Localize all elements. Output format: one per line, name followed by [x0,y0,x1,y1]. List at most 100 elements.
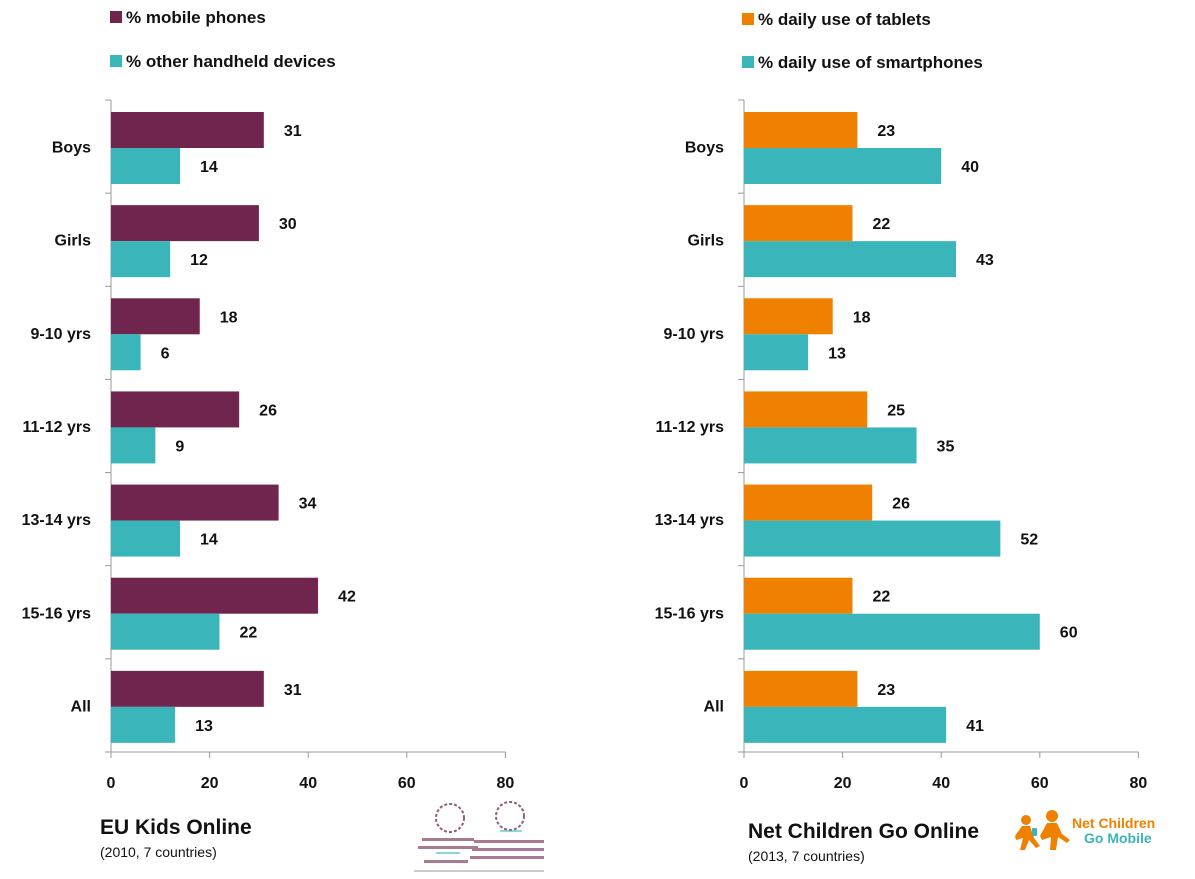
bar-0-1-4 [111,520,181,557]
bar-0-0-0 [111,112,264,148]
bar-1-1-2 [744,334,809,371]
value-label-0-1-0: 14 [200,159,218,176]
value-label-1-1-5: 60 [1060,625,1078,642]
value-label-1-0-5: 22 [872,589,890,606]
value-label-0-0-1: 30 [279,216,297,233]
caption-right-title: Net Children Go Online [748,820,980,843]
bar-1-1-1 [744,241,956,278]
logo-text-line2: Go Mobile [1084,830,1152,846]
category-label-0-1: Girls [55,233,92,250]
value-label-0-0-6: 31 [284,682,302,699]
running-children-icon [1015,810,1070,850]
bar-0-1-5 [111,613,220,650]
category-label-0-3: 11-12 yrs [22,419,91,436]
value-label-0-1-3: 9 [175,438,184,455]
category-label-1-1: Girls [688,233,725,250]
legend-label-0-0: % mobile phones [126,8,266,27]
category-label-1-4: 13-14 yrs [655,512,724,529]
x-tick-label-0-3: 60 [398,775,416,792]
value-label-1-0-3: 25 [887,402,905,419]
category-label-0-5: 15-16 yrs [22,605,91,622]
legend-label-1-1: % daily use of smartphones [758,53,983,72]
value-label-0-0-2: 18 [220,309,238,326]
value-label-1-1-1: 43 [976,252,994,269]
bar-1-1-5 [744,613,1040,650]
bar-0-1-3 [111,427,156,464]
bar-1-0-5 [744,577,853,614]
caption-right-subtitle: (2013, 7 countries) [748,848,865,864]
value-label-1-0-4: 26 [892,496,910,513]
legend-swatch-0-1 [110,55,122,67]
x-tick-label-1-1: 20 [834,775,852,792]
bar-0-1-6 [111,706,176,743]
category-label-1-3: 11-12 yrs [655,419,724,436]
bar-0-1-2 [111,334,141,371]
bar-1-0-6 [744,670,858,707]
bar-0-1-1 [111,241,171,278]
bar-1-0-0 [744,112,858,148]
x-tick-label-1-4: 80 [1130,775,1148,792]
bar-0-0-6 [111,670,264,707]
value-label-1-0-2: 18 [853,309,871,326]
caption-left: EU Kids Online (2010, 7 countries) [100,816,252,860]
value-label-0-1-5: 22 [239,625,257,642]
bar-1-1-3 [744,427,917,464]
x-tick-label-1-2: 40 [932,775,950,792]
bar-1-0-4 [744,484,873,521]
legend-label-0-1: % other handheld devices [126,52,336,71]
value-label-1-1-2: 13 [828,345,846,362]
value-label-0-1-4: 14 [200,532,218,549]
bar-0-1-0 [111,148,181,184]
x-tick-label-0-1: 20 [201,775,219,792]
bar-0-0-3 [111,391,240,428]
x-tick-label-1-3: 60 [1031,775,1049,792]
bar-1-1-0 [744,148,942,184]
net-children-go-mobile-logo-container: Net Children Go Mobile [1012,810,1192,860]
category-label-0-2: 9-10 yrs [31,326,92,343]
bar-1-1-6 [744,706,947,743]
bar-1-0-1 [744,205,853,242]
logo-text-line1: Net Children [1072,815,1156,831]
value-label-0-1-1: 12 [190,252,208,269]
value-label-1-0-6: 23 [877,682,895,699]
bar-0-0-4 [111,484,279,521]
value-label-0-0-4: 34 [299,496,317,513]
legend-label-1-0: % daily use of tablets [758,10,931,29]
bar-0-0-1 [111,205,259,242]
category-label-1-0: Boys [685,140,724,157]
category-label-0-0: Boys [52,140,91,157]
caption-left-subtitle: (2010, 7 countries) [100,844,217,860]
caption-right: Net Children Go Online (2013, 7 countrie… [748,820,979,864]
value-label-1-1-3: 35 [937,438,955,455]
value-label-0-0-5: 42 [338,589,356,606]
category-label-1-2: 9-10 yrs [664,326,725,343]
category-label-1-5: 15-16 yrs [655,605,724,622]
value-label-0-0-3: 26 [259,402,277,419]
caption-left-title: EU Kids Online [100,816,252,839]
value-label-1-1-0: 40 [961,159,979,176]
legend-swatch-1-1 [742,56,754,68]
category-label-0-4: 13-14 yrs [22,512,91,529]
eu-kids-online-logo [414,801,544,872]
bar-0-0-5 [111,577,319,614]
bar-1-1-4 [744,520,1001,557]
x-tick-label-0-2: 40 [299,775,317,792]
value-label-0-0-0: 31 [284,123,302,140]
x-tick-label-1-0: 0 [740,775,749,792]
legend-swatch-0-0 [110,11,122,23]
value-label-0-1-2: 6 [161,345,170,362]
x-tick-label-0-4: 80 [497,775,515,792]
value-label-1-0-1: 22 [872,216,890,233]
value-label-0-1-6: 13 [195,718,213,735]
value-label-1-1-4: 52 [1020,532,1038,549]
legend-swatch-1-0 [742,13,754,25]
x-tick-label-0-0: 0 [107,775,116,792]
category-label-0-6: All [71,698,91,715]
bar-1-0-2 [744,298,833,335]
category-label-1-6: All [704,698,724,715]
bar-0-0-2 [111,298,200,335]
value-label-1-0-0: 23 [877,123,895,140]
bar-1-0-3 [744,391,868,428]
value-label-1-1-6: 41 [966,718,984,735]
